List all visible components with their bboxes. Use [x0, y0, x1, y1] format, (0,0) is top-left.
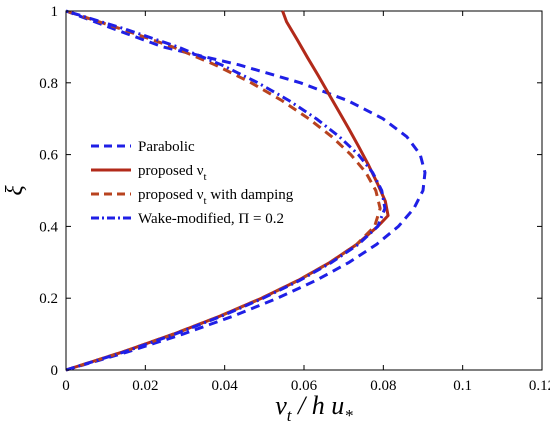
- series-line-1: [65, 9, 427, 372]
- x-tick-label: 0.12: [529, 378, 550, 394]
- y-axis-ticks: 0 0.2 0.4 0.6 0.8 1: [39, 4, 542, 379]
- y-axis-title: ξ: [2, 185, 28, 196]
- y-tick-label: 0.2: [39, 291, 58, 307]
- legend-label-3: proposed νt with damping: [138, 187, 294, 207]
- legend-label-1: Parabolic: [138, 139, 195, 155]
- x-axis-ticks: 0 0.02 0.04 0.06 0.08 0.1 0.12: [62, 11, 550, 394]
- legend-label-4: Wake-modified, Π = 0.2: [138, 211, 284, 227]
- y-tick-label: 0.6: [39, 148, 58, 164]
- series-line-3: [65, 9, 382, 372]
- x-tick-label: 0.04: [212, 378, 239, 394]
- x-tick-label: 0: [62, 378, 70, 394]
- x-tick-label: 0.06: [291, 378, 318, 394]
- x-axis-title: νt / h u*: [275, 391, 353, 425]
- y-tick-label: 1: [51, 4, 59, 20]
- series-line-4: [65, 9, 387, 372]
- x-tick-label: 0.1: [453, 378, 472, 394]
- series-group: [65, 9, 427, 372]
- x-tick-label: 0.08: [370, 378, 396, 394]
- x-tick-label: 0.02: [132, 378, 158, 394]
- y-tick-label: 0.8: [39, 76, 58, 92]
- y-tick-label: 0.4: [39, 219, 58, 235]
- legend: Parabolic proposed νt proposed νt with dam…: [91, 139, 294, 227]
- y-tick-label: 0: [51, 363, 59, 379]
- legend-label-2: proposed νt: [138, 163, 207, 183]
